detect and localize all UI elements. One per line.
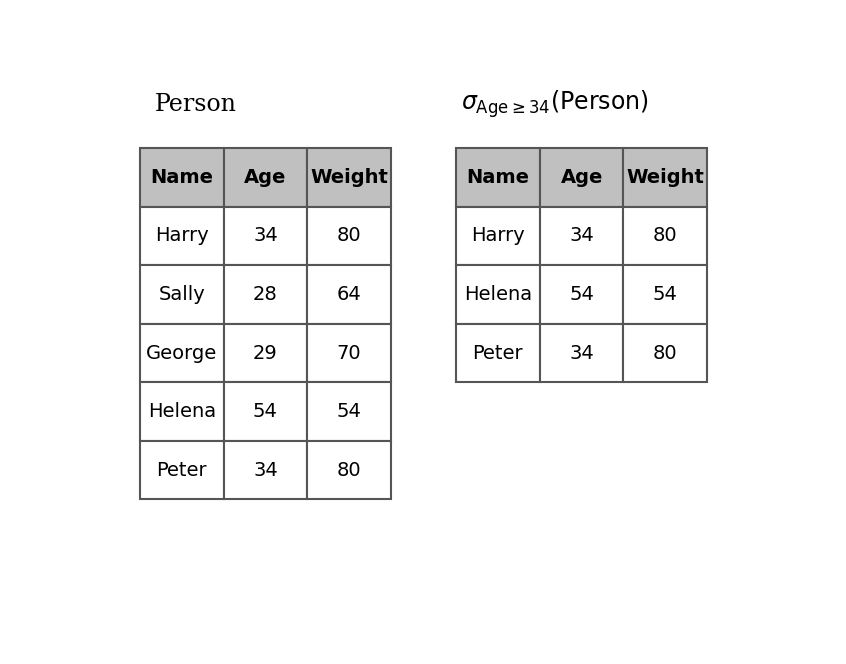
Text: 28: 28 [253,285,277,304]
Bar [456,148,540,207]
Text: 80: 80 [653,343,678,363]
Text: Name: Name [466,168,530,187]
Bar [223,324,307,382]
Bar [540,148,624,207]
Text: Helena: Helena [148,402,216,421]
Bar [140,324,223,382]
Text: 54: 54 [337,402,361,421]
Text: Weight: Weight [626,168,704,187]
Text: Helena: Helena [464,285,532,304]
Text: Weight: Weight [310,168,388,187]
Text: 54: 54 [253,402,277,421]
Bar [223,148,307,207]
Text: Age: Age [244,168,287,187]
Bar [624,265,707,324]
Bar [307,382,391,441]
Bar [307,324,391,382]
Text: 34: 34 [253,226,277,246]
Text: 80: 80 [337,461,361,479]
Text: $\sigma_{\mathrm{Age}\geq34}(\mathrm{Person})$: $\sigma_{\mathrm{Age}\geq34}(\mathrm{Per… [461,88,649,120]
Bar [140,265,223,324]
Bar [540,324,624,382]
Text: 29: 29 [253,343,277,363]
Bar [307,148,391,207]
Bar [140,382,223,441]
Bar [624,148,707,207]
Bar [223,441,307,499]
Text: 34: 34 [569,343,594,363]
Text: 80: 80 [337,226,361,246]
Text: Peter: Peter [157,461,207,479]
Text: Harry: Harry [471,226,525,246]
Bar [223,382,307,441]
Text: 54: 54 [569,285,594,304]
Bar [307,265,391,324]
Bar [540,207,624,265]
Bar [456,207,540,265]
Bar [140,148,223,207]
Bar [307,441,391,499]
Bar [540,265,624,324]
Text: 34: 34 [569,226,594,246]
Text: 70: 70 [337,343,361,363]
Text: 80: 80 [653,226,678,246]
Text: 64: 64 [337,285,361,304]
Text: George: George [146,343,217,363]
Bar [140,207,223,265]
Bar [140,441,223,499]
Text: Harry: Harry [155,226,209,246]
Text: Age: Age [560,168,603,187]
Bar [624,207,707,265]
Bar [456,324,540,382]
Text: Name: Name [151,168,213,187]
Text: 34: 34 [253,461,277,479]
Bar [624,324,707,382]
Text: Peter: Peter [473,343,523,363]
Bar [223,207,307,265]
Text: Sally: Sally [158,285,205,304]
Text: 54: 54 [653,285,678,304]
Bar [223,265,307,324]
Bar [307,207,391,265]
Text: Person: Person [155,93,237,116]
Bar [456,265,540,324]
